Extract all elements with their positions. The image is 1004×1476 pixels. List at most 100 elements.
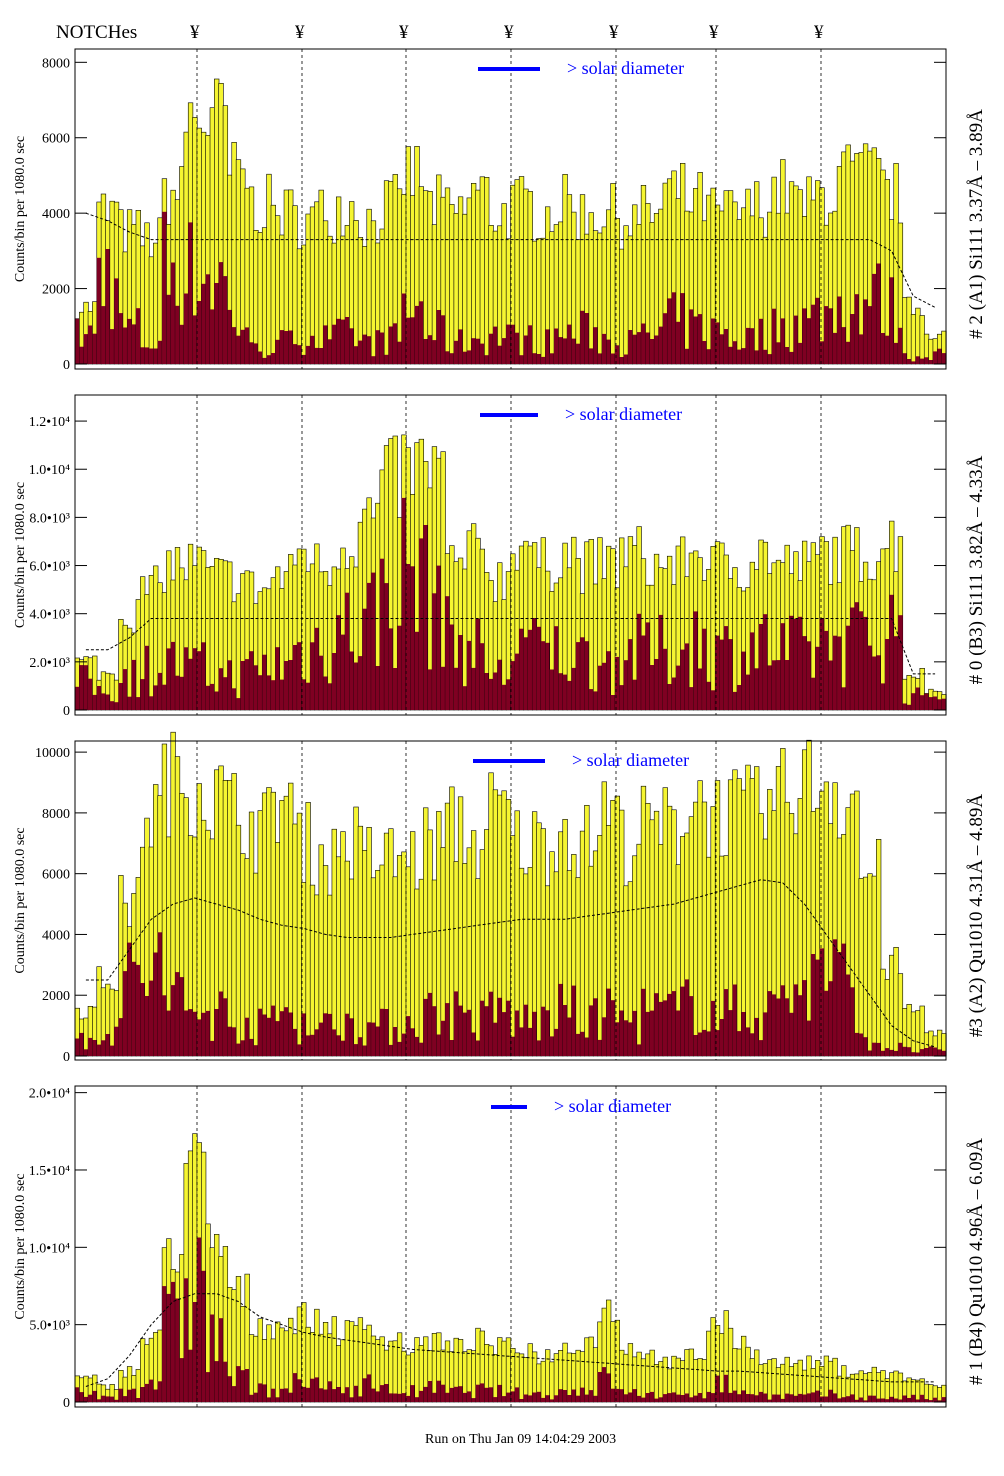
flare-bar — [427, 335, 433, 364]
total-bar — [906, 674, 912, 711]
total-bar — [235, 593, 242, 711]
flare-bar — [675, 665, 681, 710]
flare-bar — [323, 1389, 328, 1402]
flare-bar — [257, 1008, 263, 1056]
flare-bar — [845, 974, 851, 1056]
total-bar — [588, 538, 594, 711]
flare-bar — [689, 996, 694, 1056]
flare-bar — [227, 309, 233, 364]
flare-bar — [523, 1394, 529, 1402]
flare-bar — [114, 702, 119, 710]
total-bar — [301, 244, 307, 365]
total-bar — [231, 1289, 237, 1403]
flare-bar — [488, 333, 494, 364]
flare-bar — [610, 353, 616, 364]
flare-bar — [732, 691, 738, 710]
flare-bar — [797, 995, 803, 1056]
flare-bar — [871, 656, 877, 710]
total-bar — [553, 1353, 560, 1403]
flare-bar — [811, 1392, 816, 1402]
flare-bar — [83, 1396, 89, 1402]
y-tick-label: 2000 — [42, 989, 70, 1004]
flare-bar — [257, 675, 263, 710]
total-bar — [270, 204, 276, 365]
flare-bar — [96, 686, 102, 710]
flare-bar — [540, 641, 546, 710]
flare-bar — [188, 1349, 193, 1402]
flare-bar — [270, 680, 276, 710]
total-bar — [540, 237, 546, 365]
flare-bar — [231, 1386, 237, 1402]
flare-bar — [153, 1389, 159, 1402]
flare-bar — [806, 318, 812, 364]
flare-bar — [562, 674, 568, 710]
total-bar — [501, 1340, 507, 1403]
total-bar — [876, 1372, 882, 1403]
flare-bar — [741, 1012, 746, 1056]
flare-bar — [244, 327, 250, 364]
total-bar — [732, 567, 738, 711]
total-bar — [471, 1350, 477, 1403]
total-bar — [688, 552, 695, 711]
flare-bar — [397, 625, 402, 710]
flare-bar — [549, 1399, 555, 1402]
flare-bar — [728, 346, 733, 364]
flare-bar — [880, 333, 886, 364]
flare-bar — [636, 1044, 642, 1056]
flare-bar — [484, 673, 490, 710]
flare-bar — [871, 1042, 877, 1056]
flare-bar — [885, 1048, 890, 1056]
flare-bar — [893, 1050, 899, 1056]
flare-bar — [449, 624, 455, 710]
flare-bar — [736, 349, 742, 364]
total-bar — [867, 873, 873, 1057]
flare-bar — [675, 321, 681, 364]
flare-bar — [201, 283, 206, 364]
total-bar — [227, 780, 233, 1057]
total-bar — [305, 213, 311, 365]
flare-bar — [249, 651, 254, 710]
flare-bar — [419, 1390, 424, 1402]
total-bar — [531, 240, 538, 365]
flare-bar — [941, 353, 947, 364]
flare-bar — [924, 693, 929, 710]
flare-bar — [636, 1395, 642, 1402]
flare-bar — [536, 1391, 542, 1402]
flare-bar — [723, 1374, 729, 1402]
flare-bar — [475, 1384, 481, 1402]
flare-bar — [475, 1040, 481, 1056]
flare-bar — [584, 1394, 590, 1402]
flare-bar — [288, 1392, 294, 1402]
flare-bar — [392, 323, 398, 364]
flare-bar — [388, 628, 394, 710]
flare-bar — [336, 1035, 341, 1056]
flare-bar — [519, 1027, 524, 1056]
flare-bar — [645, 1011, 651, 1056]
flare-bar — [871, 273, 877, 364]
flare-bar — [527, 1395, 533, 1402]
flare-bar — [462, 351, 468, 364]
flare-bar — [205, 1372, 211, 1402]
total-bar — [876, 838, 882, 1057]
flare-bar — [680, 986, 686, 1056]
flare-bar — [906, 1047, 912, 1056]
flare-bar — [358, 340, 363, 364]
flare-bar — [745, 327, 751, 364]
flare-bar — [297, 1044, 302, 1056]
total-bar — [727, 190, 734, 365]
flare-bar — [323, 325, 328, 364]
flare-bar — [162, 211, 167, 364]
flare-bar — [288, 1012, 294, 1056]
flare-bar — [702, 628, 707, 710]
total-bar — [727, 1327, 734, 1403]
flare-bar — [331, 653, 337, 710]
legend-swatch — [480, 413, 538, 417]
total-bar — [518, 176, 525, 365]
flare-bar — [937, 1049, 942, 1056]
total-bar — [396, 188, 403, 365]
flare-bar — [336, 318, 341, 364]
total-bar — [897, 1372, 904, 1403]
flare-bar — [819, 948, 825, 1056]
flare-bar — [858, 1397, 864, 1402]
flare-bar — [854, 294, 860, 364]
